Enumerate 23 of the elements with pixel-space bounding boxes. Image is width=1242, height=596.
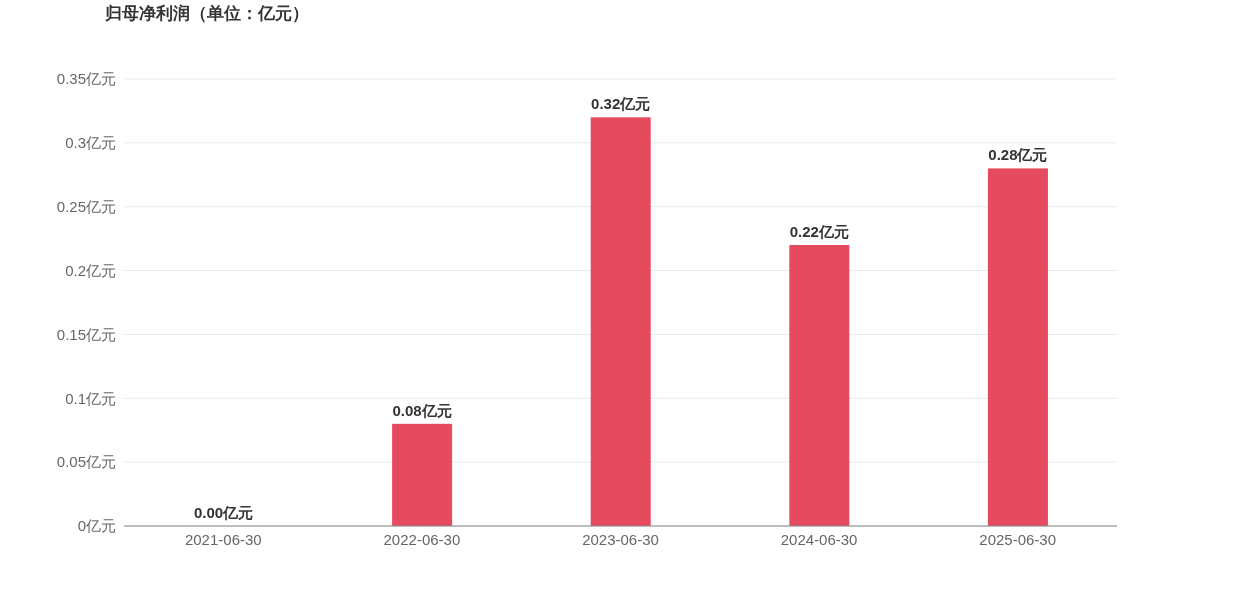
x-tick-label: 2022-06-30 <box>383 530 461 548</box>
x-tick-label: 2023-06-30 <box>582 530 659 548</box>
y-tick-label: 0.15亿元 <box>56 325 116 343</box>
y-tick-label: 0.3亿元 <box>65 134 116 152</box>
data-label: 0.28亿元 <box>988 146 1048 164</box>
y-tick-label: 0.25亿元 <box>56 198 116 216</box>
bar <box>392 423 453 526</box>
y-tick-label: 0.2亿元 <box>65 261 116 279</box>
x-tick-label: 2025-06-30 <box>979 530 1057 548</box>
data-label: 0.22亿元 <box>789 223 849 241</box>
data-label: 0.00亿元 <box>193 504 254 521</box>
y-tick-label: 0.1亿元 <box>65 389 116 407</box>
data-label: 0.32亿元 <box>591 95 651 113</box>
y-tick-label: 0亿元 <box>77 517 116 535</box>
bar <box>590 117 651 526</box>
y-tick-label: 0.35亿元 <box>56 70 116 88</box>
x-tick-label: 2021-06-30 <box>184 530 262 548</box>
bar <box>789 245 850 526</box>
data-label: 0.08亿元 <box>392 401 452 419</box>
bar <box>987 168 1048 526</box>
chart-title: 归母净利润（单位：亿元） <box>105 3 309 25</box>
y-tick-label: 0.05亿元 <box>56 453 116 471</box>
x-tick-label: 2024-06-30 <box>780 530 858 548</box>
